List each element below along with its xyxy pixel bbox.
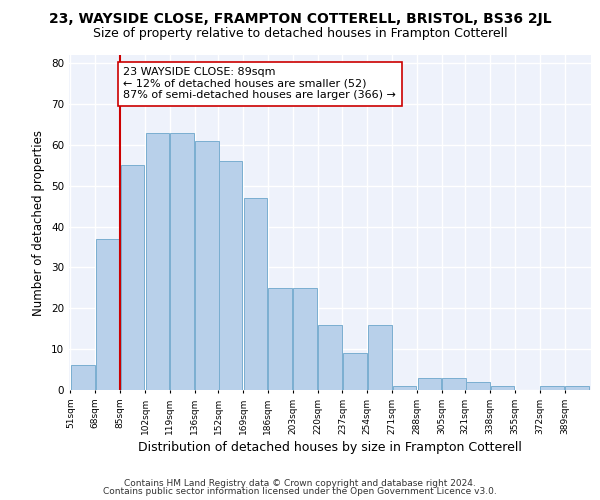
Bar <box>146 132 169 390</box>
Bar <box>71 366 95 390</box>
Bar <box>491 386 514 390</box>
Text: Contains public sector information licensed under the Open Government Licence v3: Contains public sector information licen… <box>103 487 497 496</box>
Bar <box>170 132 194 390</box>
Text: 23, WAYSIDE CLOSE, FRAMPTON COTTERELL, BRISTOL, BS36 2JL: 23, WAYSIDE CLOSE, FRAMPTON COTTERELL, B… <box>49 12 551 26</box>
Bar <box>368 324 392 390</box>
Bar <box>565 386 589 390</box>
Bar <box>268 288 292 390</box>
Bar <box>293 288 317 390</box>
X-axis label: Distribution of detached houses by size in Frampton Cotterell: Distribution of detached houses by size … <box>138 441 522 454</box>
Bar <box>393 386 416 390</box>
Text: Size of property relative to detached houses in Frampton Cotterell: Size of property relative to detached ho… <box>92 28 508 40</box>
Bar <box>219 161 242 390</box>
Bar <box>541 386 564 390</box>
Y-axis label: Number of detached properties: Number of detached properties <box>32 130 46 316</box>
Bar <box>343 353 367 390</box>
Bar <box>442 378 466 390</box>
Bar <box>466 382 490 390</box>
Bar <box>244 198 267 390</box>
Text: 23 WAYSIDE CLOSE: 89sqm
← 12% of detached houses are smaller (52)
87% of semi-de: 23 WAYSIDE CLOSE: 89sqm ← 12% of detache… <box>123 68 396 100</box>
Bar <box>121 166 145 390</box>
Bar <box>196 141 219 390</box>
Bar <box>318 324 342 390</box>
Bar <box>96 239 119 390</box>
Bar <box>418 378 441 390</box>
Text: Contains HM Land Registry data © Crown copyright and database right 2024.: Contains HM Land Registry data © Crown c… <box>124 478 476 488</box>
